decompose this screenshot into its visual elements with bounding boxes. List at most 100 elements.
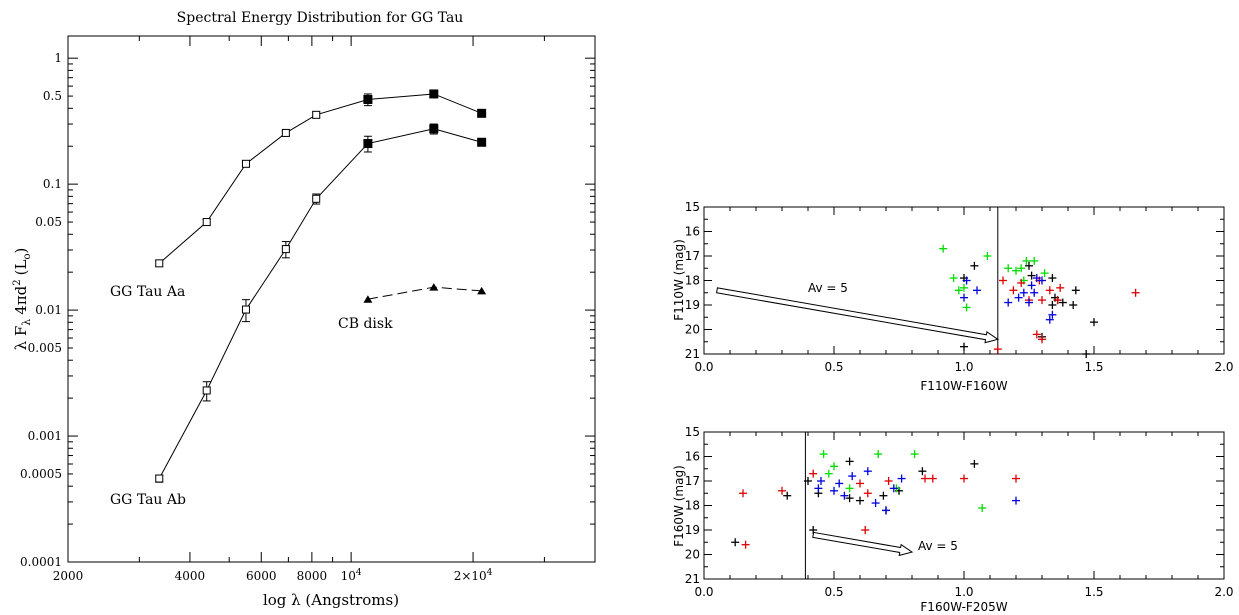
cmd1-data-point (1012, 266, 1020, 275)
cmd2-reddening-label: Av = 5 (918, 539, 958, 553)
sed-chart: Spectral Energy Distribution for GG Tau … (12, 10, 596, 609)
cmd1-data-point (1004, 264, 1013, 273)
cmd1-data-point (954, 286, 963, 295)
sed-data-point (312, 194, 321, 203)
cmd2-data-point (856, 479, 864, 488)
cmd1-data-point (1048, 310, 1057, 319)
cmd2-x-axis-label: F160W-F205W (920, 600, 1007, 614)
sed-y-tick-label: 0.001 (28, 429, 62, 443)
cmd2-data-point (845, 494, 854, 503)
cmd2-data-point (817, 477, 825, 485)
sed-title: Spectral Energy Distribution for GG Tau (177, 10, 464, 26)
cmd2-y-tick-label: 17 (685, 474, 700, 488)
sed-x-axis-label: log λ (Angstroms) (263, 591, 399, 609)
cmd1-data-point (1025, 298, 1033, 307)
sed-x-tick-exponent: 4 (487, 568, 493, 578)
cmd2-y-tick-label: 21 (685, 572, 700, 586)
cmd1-data-point (962, 276, 971, 285)
cmd1-data-point (1053, 296, 1062, 305)
cmd1-marks: Av = 5 (715, 207, 1140, 358)
cmd2-data-point (783, 491, 792, 500)
cmd1-data-point (1048, 274, 1057, 283)
cmd1-x-axis-label: F110W-F160W (920, 379, 1007, 393)
cmd2-x-tick-label: 1.0 (954, 585, 973, 599)
cmd1-y-tick-label: 20 (685, 323, 700, 337)
sed-series-label: GG Tau Aa (110, 284, 185, 300)
cmd2-data-point (897, 474, 906, 483)
cmd2-data-point (921, 474, 929, 483)
sed-series-gg-tau-aa: GG Tau Aa (110, 89, 487, 300)
sed-y-axis-label: λ Fλ 4πd2 (Lo) (12, 248, 33, 351)
cmd1-data-point (1030, 288, 1039, 297)
sed-y-label-tail: 4πd (12, 285, 30, 314)
cmd1-data-point (1032, 274, 1041, 283)
sed-data-point (477, 108, 487, 118)
cmd2-y-tick-label: 15 (685, 425, 700, 439)
sed-data-point (363, 295, 373, 303)
cmd1-data-point (993, 345, 1002, 354)
cmd1-y-tick-label: 15 (685, 200, 700, 214)
cmd2-marks: Av = 5 (731, 432, 1020, 579)
sed-y-label-sub: λ (20, 319, 33, 326)
cmd1-data-point (1069, 301, 1078, 309)
cmd2-data-point (830, 462, 838, 471)
cmd2-data-point (814, 484, 823, 493)
sed-data-point (155, 474, 164, 483)
cmd1-data-point (1090, 318, 1098, 327)
sed-data-point (429, 124, 439, 134)
sed-data-point (155, 259, 164, 268)
cmd1-data-point (1056, 283, 1065, 292)
cmd2-data-point (845, 457, 854, 466)
sed-x-tick-label: 2×104 (454, 568, 493, 583)
sed-data-point (241, 159, 250, 168)
cmd2-data-point (809, 526, 818, 534)
cmd2-y-axis-label: F160W (mag) (672, 465, 686, 547)
sed-y-tick-label: 0.005 (28, 341, 62, 355)
cmd2-data-point (863, 489, 872, 498)
sed-axes: 1 0.5 0.1 0.05 0.01 0.005 0.001 0.0005 0.0001200… (20, 36, 596, 583)
sed-y-tick-label: 0.0005 (20, 467, 62, 481)
cmd1-data-point (1045, 315, 1054, 324)
cmd2-x-tick-label: 2.0 (1214, 585, 1233, 599)
cmd2-data-point (882, 506, 890, 515)
cmd2-data-point (874, 450, 883, 459)
cmd1-data-point (1038, 335, 1046, 344)
cmd2-y-tick-label: 18 (685, 499, 700, 513)
cmd2-data-point (1012, 474, 1020, 483)
cmd2-data-point (879, 491, 888, 500)
cmd1-data-point (1082, 350, 1091, 358)
cmd1-data-point (1027, 271, 1036, 280)
sed-x-tick-label: 2000 (53, 569, 84, 583)
cmd2-x-tick-label: 1.5 (1084, 585, 1103, 599)
cmd1-data-point (973, 286, 981, 295)
cmd1-data-point (1038, 296, 1046, 305)
cmd2-data-point (804, 477, 812, 485)
sed-y-tick-label: 0.1 (43, 177, 62, 191)
cmd1-y-tick-label: 21 (685, 347, 700, 361)
cmd1-chart: F110W-F160W F110W (mag) 151617181920210.… (672, 200, 1234, 393)
sed-x-tick-exponent: 4 (356, 568, 362, 578)
cmd1-data-point (1004, 298, 1013, 307)
cmd2-y-tick-label: 20 (685, 548, 700, 562)
cmd1-data-point (1017, 264, 1026, 273)
cmd1-data-point (1017, 278, 1026, 287)
cmd2-data-point (978, 503, 987, 512)
sed-x-tick-label: 104 (341, 568, 362, 583)
cmd2-data-point (889, 484, 898, 493)
cmd1-x-tick-label: 1.5 (1084, 360, 1103, 374)
cmd2-data-point (819, 450, 828, 459)
cmd1-data-point (1040, 269, 1049, 278)
cmd1-data-point (1027, 281, 1036, 290)
sed-frame (67, 35, 596, 563)
sed-series-label: CB disk (338, 316, 393, 332)
sed-series-line (158, 128, 482, 479)
sed-x-tick-label: 4000 (175, 569, 206, 583)
sed-data-point (477, 137, 487, 147)
sed-y-tick-label: 1 (54, 51, 62, 65)
sed-series-label: GG Tau Ab (110, 492, 186, 508)
cmd2-data-point (848, 472, 857, 481)
cmd1-data-point (1025, 261, 1033, 270)
cmd1-data-point (1019, 288, 1028, 297)
cmd1-data-point (1032, 330, 1041, 339)
cmd2-data-point (928, 474, 937, 483)
